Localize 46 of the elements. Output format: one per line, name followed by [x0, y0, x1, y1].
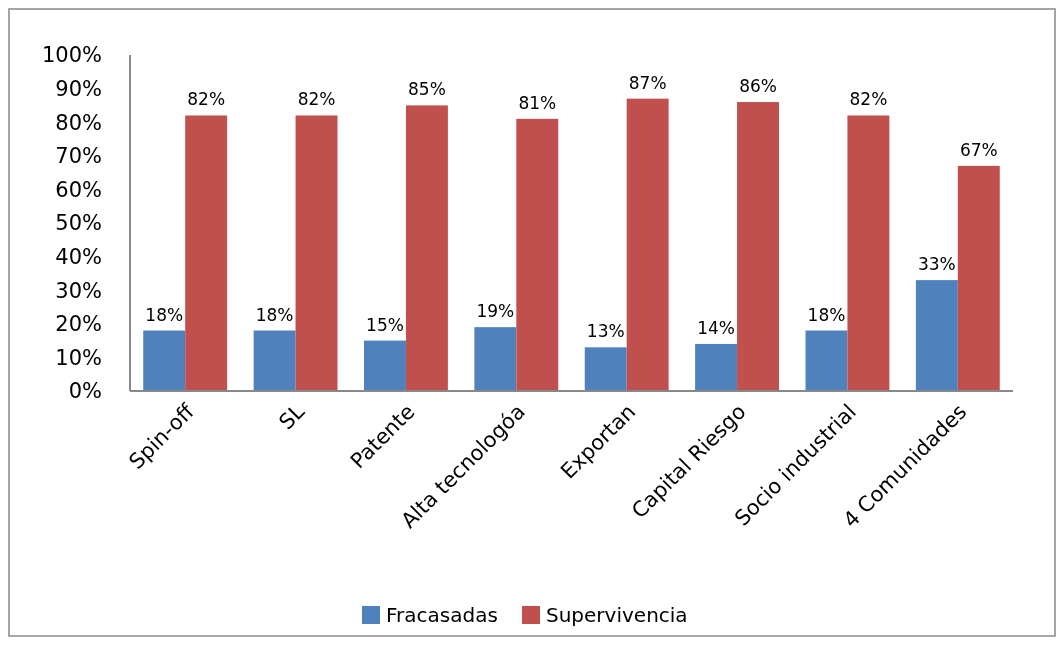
- bar: [253, 330, 296, 391]
- y-tick-label: 10%: [55, 345, 102, 370]
- bar: [364, 340, 406, 391]
- data-label: 82%: [849, 89, 888, 110]
- data-label: 82%: [187, 89, 226, 110]
- bar: [295, 115, 338, 391]
- data-label: 87%: [628, 72, 667, 93]
- data-label: 14%: [697, 317, 735, 338]
- bar: [737, 102, 779, 391]
- bar: [405, 105, 448, 391]
- bar: [516, 118, 559, 391]
- bar: [143, 330, 186, 391]
- y-tick-label: 80%: [55, 110, 102, 135]
- bar: [626, 98, 669, 391]
- legend-label: Fracasadas: [386, 603, 498, 627]
- y-tick-label: 50%: [55, 211, 102, 236]
- data-label: 15%: [366, 314, 404, 335]
- data-label: 18%: [255, 304, 294, 325]
- bar: [185, 115, 228, 391]
- bar: [915, 280, 958, 391]
- y-tick-label: 70%: [55, 144, 102, 169]
- data-label: 86%: [739, 76, 777, 97]
- y-tick-label: 30%: [55, 278, 102, 303]
- legend-label: Supervivencia: [546, 603, 688, 627]
- bar: [847, 115, 890, 391]
- bar: [695, 343, 738, 391]
- data-label: 81%: [518, 92, 557, 113]
- y-tick-label: 60%: [55, 177, 102, 202]
- data-label: 18%: [807, 304, 846, 325]
- bar: [957, 165, 1000, 391]
- data-label: 67%: [959, 139, 998, 160]
- bar: [805, 330, 848, 391]
- y-tick-label: 90%: [55, 76, 102, 101]
- y-tick-label: 0%: [68, 379, 102, 404]
- data-label: 18%: [145, 304, 184, 325]
- data-label: 19%: [476, 301, 515, 322]
- x-tick-label: SL: [274, 399, 310, 435]
- bar: [474, 327, 517, 391]
- data-label: 33%: [917, 254, 956, 275]
- data-label: 82%: [297, 89, 336, 110]
- data-label: 85%: [408, 79, 446, 100]
- y-tick-label: 20%: [55, 312, 102, 337]
- y-tick-label: 100%: [41, 43, 102, 68]
- y-tick-label: 40%: [55, 244, 102, 269]
- data-label: 13%: [586, 321, 625, 342]
- bar: [584, 347, 627, 391]
